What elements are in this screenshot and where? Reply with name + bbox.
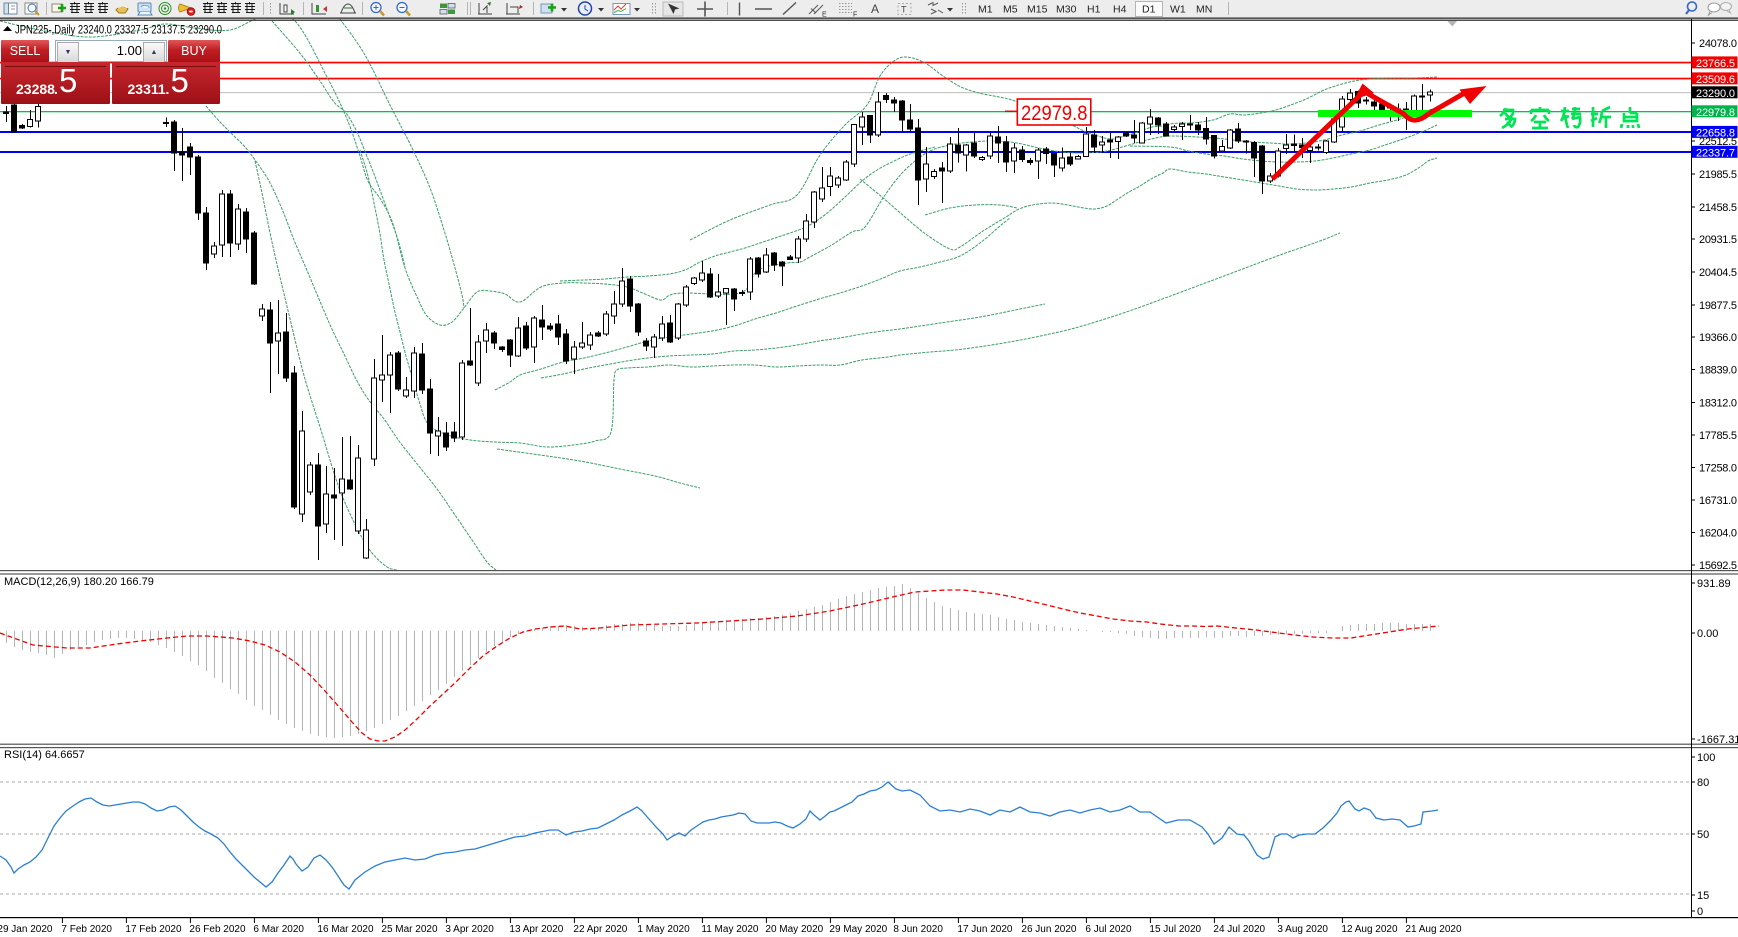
svg-text:26 Jun 2020: 26 Jun 2020 xyxy=(1021,924,1076,935)
svg-text:17 Jun 2020: 17 Jun 2020 xyxy=(957,924,1012,935)
svg-text:22337.7: 22337.7 xyxy=(1696,147,1735,159)
svg-text:D1: D1 xyxy=(1142,4,1156,16)
svg-text:E: E xyxy=(822,12,827,19)
svg-text:-1667.31: -1667.31 xyxy=(1697,734,1738,746)
svg-text:15692.5: 15692.5 xyxy=(1699,560,1737,572)
svg-text:22658.8: 22658.8 xyxy=(1696,127,1735,139)
svg-text:16 Mar 2020: 16 Mar 2020 xyxy=(317,924,374,935)
svg-text:100: 100 xyxy=(1697,752,1715,764)
svg-text:23766.5: 23766.5 xyxy=(1696,58,1735,70)
svg-text:MN: MN xyxy=(1196,4,1212,16)
svg-text:8 Jun 2020: 8 Jun 2020 xyxy=(893,924,943,935)
svg-text:20931.5: 20931.5 xyxy=(1699,234,1737,246)
svg-text:3 Apr 2020: 3 Apr 2020 xyxy=(445,924,494,935)
svg-text:19366.0: 19366.0 xyxy=(1699,332,1737,344)
svg-text:M5: M5 xyxy=(1003,4,1018,16)
svg-text:20404.5: 20404.5 xyxy=(1699,267,1737,279)
svg-text:22979.8: 22979.8 xyxy=(1021,101,1088,125)
svg-text:M15: M15 xyxy=(1027,4,1048,16)
svg-text:H1: H1 xyxy=(1087,4,1101,16)
svg-text:11 May 2020: 11 May 2020 xyxy=(701,924,759,935)
svg-text:A: A xyxy=(871,2,879,16)
svg-text:21458.5: 21458.5 xyxy=(1699,202,1737,214)
svg-text:H4: H4 xyxy=(1113,4,1127,16)
svg-text:MACD(12,26,9) 180.20 166.79: MACD(12,26,9) 180.20 166.79 xyxy=(4,576,154,588)
svg-text:6 Jul 2020: 6 Jul 2020 xyxy=(1085,924,1132,935)
svg-text:17785.5: 17785.5 xyxy=(1699,430,1737,442)
svg-text:23290.0: 23290.0 xyxy=(1696,88,1735,100)
svg-text:F: F xyxy=(853,12,857,19)
svg-text:1 May 2020: 1 May 2020 xyxy=(637,924,690,935)
svg-text:18312.0: 18312.0 xyxy=(1699,398,1737,410)
svg-text:13 Apr 2020: 13 Apr 2020 xyxy=(509,924,563,935)
svg-text:16731.0: 16731.0 xyxy=(1699,495,1737,507)
svg-text:7 Feb 2020: 7 Feb 2020 xyxy=(61,924,112,935)
svg-text:931.89: 931.89 xyxy=(1697,578,1731,590)
svg-text:19877.5: 19877.5 xyxy=(1699,300,1737,312)
svg-text:25 Mar 2020: 25 Mar 2020 xyxy=(381,924,438,935)
svg-text:20 May 2020: 20 May 2020 xyxy=(765,924,823,935)
svg-text:15 Jul 2020: 15 Jul 2020 xyxy=(1149,924,1201,935)
svg-text:50: 50 xyxy=(1697,829,1709,841)
svg-text:M30: M30 xyxy=(1056,4,1077,16)
svg-text:24078.0: 24078.0 xyxy=(1699,38,1737,50)
svg-text:80: 80 xyxy=(1697,777,1709,789)
svg-text:22512.5: 22512.5 xyxy=(1699,136,1737,148)
svg-text:24 Jul 2020: 24 Jul 2020 xyxy=(1213,924,1265,935)
svg-text:3 Aug 2020: 3 Aug 2020 xyxy=(1277,924,1328,935)
svg-text:29 Jan 2020: 29 Jan 2020 xyxy=(0,924,53,935)
svg-text:12 Aug 2020: 12 Aug 2020 xyxy=(1341,924,1398,935)
svg-text:RSI(14) 64.6657: RSI(14) 64.6657 xyxy=(4,749,85,761)
svg-text:M1: M1 xyxy=(978,4,993,16)
svg-text:26 Feb 2020: 26 Feb 2020 xyxy=(189,924,246,935)
svg-text:JPN225-,Daily 23240.0 23327.5: JPN225-,Daily 23240.0 23327.5 23137.5 23… xyxy=(15,25,222,37)
svg-text:0: 0 xyxy=(1697,906,1703,918)
svg-text:15: 15 xyxy=(1697,890,1709,902)
svg-text:29 May 2020: 29 May 2020 xyxy=(829,924,887,935)
svg-text:21 Aug 2020: 21 Aug 2020 xyxy=(1405,924,1462,935)
svg-text:W1: W1 xyxy=(1170,4,1186,16)
svg-text:T: T xyxy=(901,5,907,15)
svg-text:22979.8: 22979.8 xyxy=(1696,107,1735,119)
svg-text:6 Mar 2020: 6 Mar 2020 xyxy=(253,924,304,935)
svg-text:18839.0: 18839.0 xyxy=(1699,365,1737,377)
svg-text:23509.6: 23509.6 xyxy=(1696,74,1735,86)
svg-text:21985.5: 21985.5 xyxy=(1699,169,1737,181)
svg-text:22 Apr 2020: 22 Apr 2020 xyxy=(573,924,627,935)
svg-text:17 Feb 2020: 17 Feb 2020 xyxy=(125,924,182,935)
svg-text:16204.0: 16204.0 xyxy=(1699,528,1737,540)
svg-text:17258.0: 17258.0 xyxy=(1699,463,1737,475)
svg-text:0.00: 0.00 xyxy=(1697,628,1718,640)
